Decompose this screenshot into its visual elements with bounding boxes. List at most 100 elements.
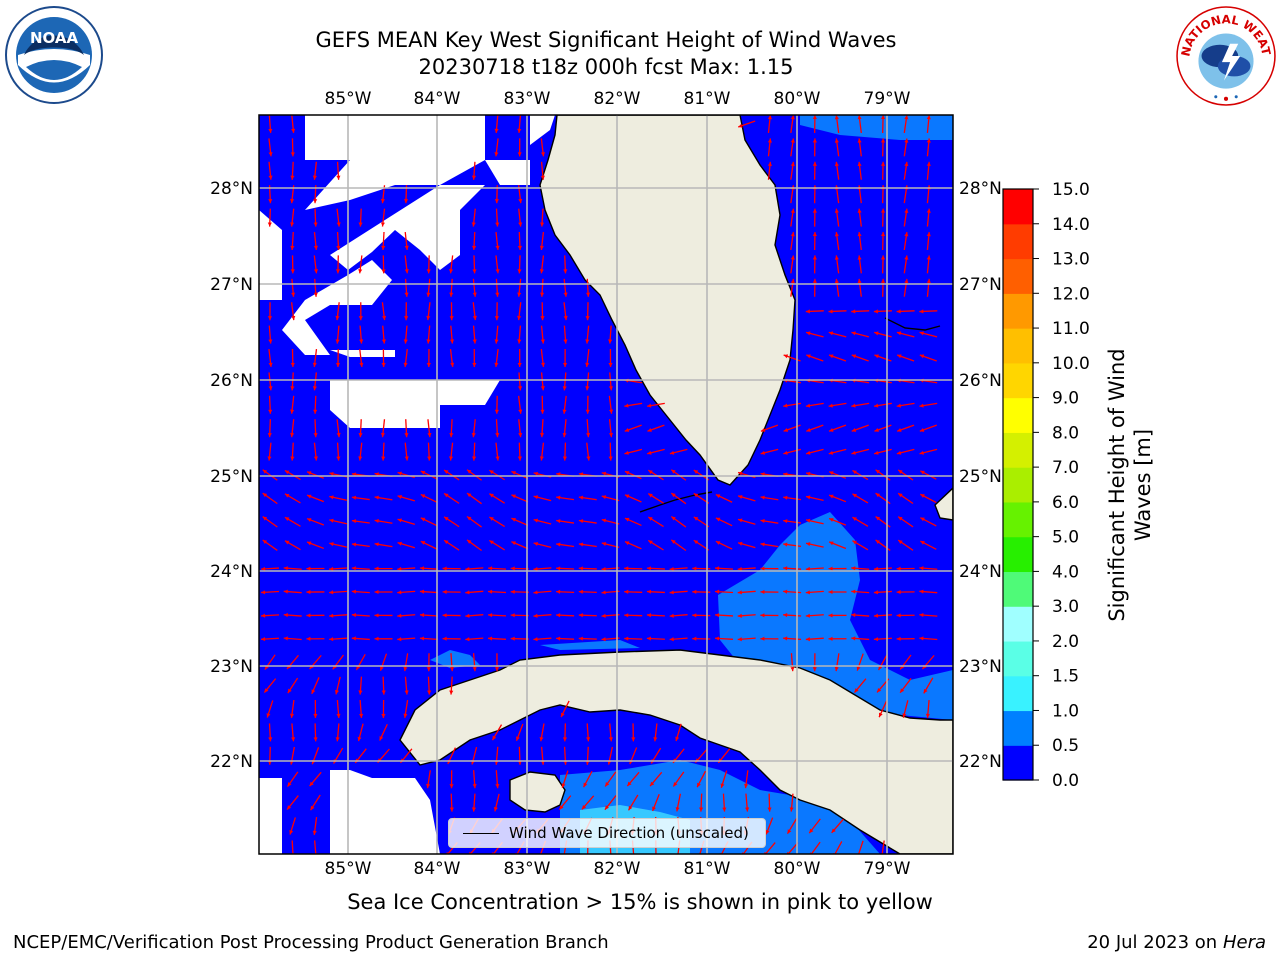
legend-line-swatch (463, 832, 499, 834)
wave-arrow (790, 231, 795, 251)
wave-arrow (926, 161, 931, 180)
wave-arrow (903, 138, 909, 157)
wave-arrow (290, 302, 296, 321)
wave-arrow (313, 255, 319, 274)
wave-arrow (381, 325, 386, 344)
wave-arrow (626, 771, 640, 787)
wave-arrow (624, 636, 643, 641)
wave-arrow (737, 566, 756, 572)
wave-arrow (397, 566, 416, 572)
wave-arrow (714, 589, 734, 594)
wave-arrow (290, 138, 295, 157)
wave-arrow (420, 540, 438, 550)
wave-arrow (562, 372, 567, 391)
wave-arrow (828, 517, 847, 526)
wave-arrow (329, 637, 348, 642)
wave-arrow (306, 541, 325, 550)
colorbar-segment (1003, 467, 1033, 503)
wave-arrow (268, 138, 273, 157)
wave-arrow (540, 372, 545, 391)
wave-arrow (560, 700, 570, 718)
wave-arrow (494, 115, 499, 134)
wave-arrow (260, 613, 280, 618)
wave-arrow (283, 566, 302, 571)
wave-arrow (472, 325, 477, 344)
wave-arrow (466, 492, 482, 505)
wave-arrow (767, 161, 772, 180)
lon-label-bottom: 81°W (684, 859, 731, 879)
wave-arrow (857, 138, 862, 157)
colorbar-tick-label: 6.0 (1052, 493, 1079, 513)
map-legend: Wind Wave Direction (unscaled) (448, 818, 766, 848)
wave-arrow (563, 278, 568, 297)
graticule (259, 115, 953, 854)
wave-arrow (834, 255, 840, 274)
wave-arrow (358, 676, 363, 695)
wave-arrow (556, 566, 575, 571)
wave-arrow (290, 419, 295, 438)
wave-arrow (267, 302, 273, 321)
wave-arrow (306, 494, 325, 503)
wave-arrow (335, 325, 340, 344)
wave-arrow (563, 325, 568, 344)
wave-arrow (919, 448, 938, 455)
wave-arrow (699, 793, 704, 812)
wave-arrow (533, 590, 552, 595)
wave-arrow (561, 770, 569, 788)
wave-arrow (714, 636, 734, 641)
wave-arrow (312, 816, 318, 836)
wave-arrow (518, 208, 523, 227)
wave-arrow (426, 302, 431, 321)
wave-arrow (669, 613, 688, 618)
wave-arrow (313, 278, 318, 297)
wave-arrow (381, 231, 386, 251)
wave-arrow (540, 348, 546, 368)
colorbar-segment (1003, 745, 1033, 781)
wave-arrow (920, 493, 937, 504)
wave-arrow (442, 613, 461, 618)
wave-arrow (472, 231, 477, 251)
wave-arrow (403, 653, 409, 672)
wave-arrow (873, 613, 892, 618)
wave-arrow (783, 566, 802, 571)
wave-arrow (760, 589, 779, 594)
wave-arrow (783, 636, 802, 641)
wave-arrow (786, 817, 798, 835)
wave-arrow (649, 771, 663, 787)
wave-arrow (926, 115, 931, 134)
wave-arrow (310, 794, 321, 811)
wave-arrow (647, 469, 664, 481)
wave-arrow (351, 495, 370, 501)
wave-arrow (896, 636, 915, 641)
wave-arrow (720, 770, 728, 788)
wave-arrow (880, 231, 886, 251)
wave-arrow (896, 309, 915, 314)
wave-arrow (313, 231, 318, 251)
wave-arrow (737, 495, 756, 502)
wave-arrow (828, 402, 847, 408)
wave-arrow (306, 590, 325, 595)
wave-arrow (539, 231, 545, 251)
wave-arrow (897, 492, 914, 505)
wave-arrow (789, 793, 794, 812)
colorbar-segment (1003, 223, 1033, 260)
wave-arrow (896, 448, 915, 455)
wave-arrow (608, 395, 614, 414)
wave-arrow (267, 442, 272, 461)
wave-arrow (783, 402, 802, 408)
wave-arrow (926, 278, 931, 297)
wave-arrow (533, 613, 552, 618)
lon-label-top: 80°W (774, 89, 821, 109)
colorbar-segment (1003, 258, 1033, 294)
wave-arrow (466, 516, 482, 528)
wave-arrow (426, 278, 431, 297)
wave-arrow (714, 566, 734, 571)
wave-arrow (722, 793, 727, 812)
wave-arrow (828, 331, 847, 338)
colorbar-tick-label: 15.0 (1052, 180, 1090, 200)
wave-arrow (767, 138, 772, 157)
wave-arrow (336, 699, 341, 719)
wave-arrow (834, 115, 840, 134)
wave-arrow (874, 331, 892, 338)
wave-arrow (920, 470, 937, 480)
